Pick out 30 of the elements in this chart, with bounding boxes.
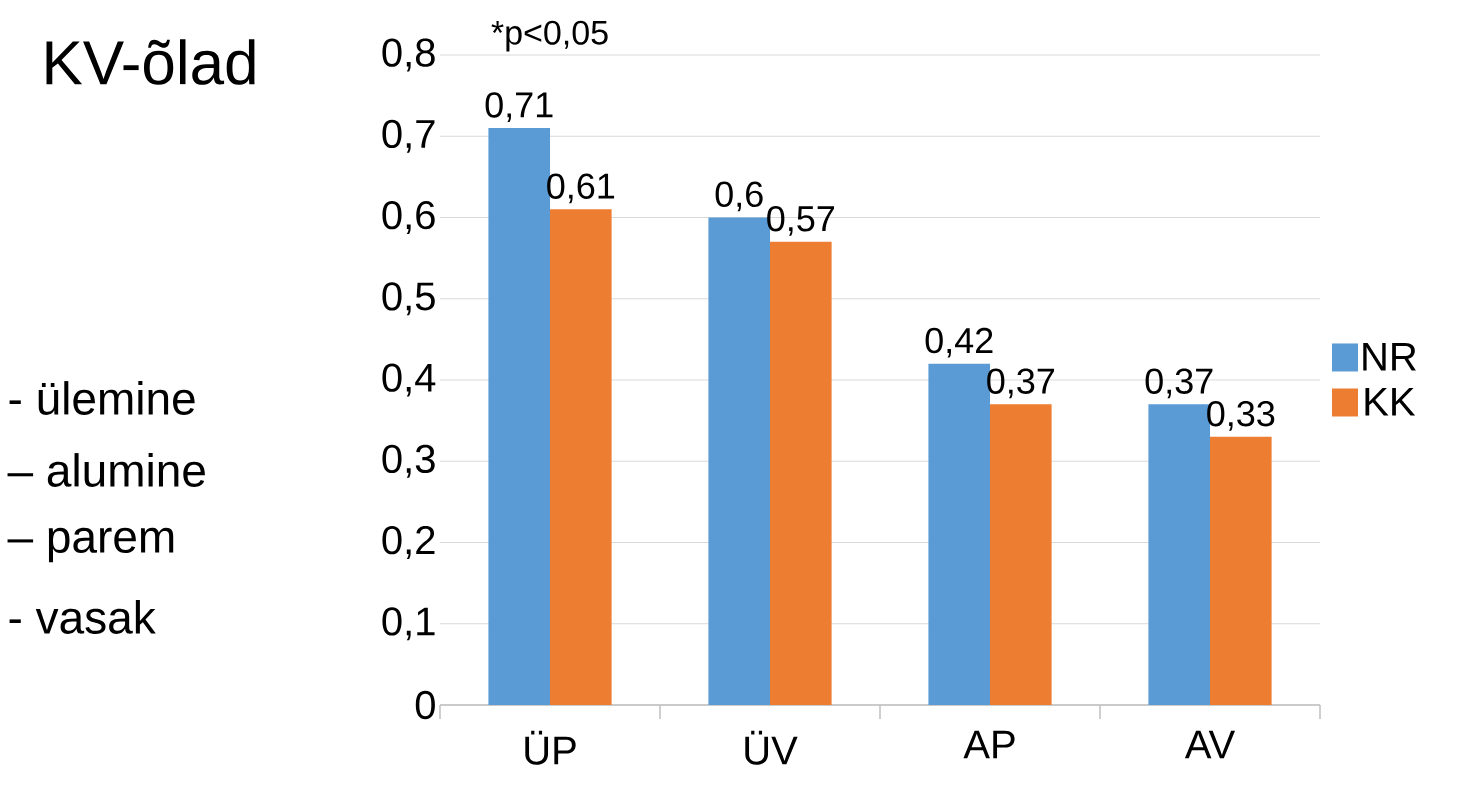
text: – alumine (7, 453, 205, 487)
y-tick-label: 0,5 (382, 282, 435, 316)
y-tick-label: 0,6 (382, 200, 435, 234)
data-label: 0,6 (715, 181, 763, 212)
x-tick-label: AV (1184, 730, 1236, 759)
bar (1210, 436, 1272, 705)
data-label: 0,42 (925, 327, 993, 358)
y-tick-label: 0,1 (382, 607, 435, 641)
y-tick-label: 0 (415, 690, 435, 720)
x-tick-label: ÜV (745, 730, 798, 765)
y-tick-label: 0,3 (382, 444, 435, 478)
bar (550, 209, 612, 705)
text: – parem (7, 527, 174, 563)
legend-label: NR (1363, 342, 1416, 371)
text: *p<0,05 (491, 20, 608, 52)
y-tick-label: 0,4 (382, 363, 436, 397)
x-tick-label: ÜP (525, 730, 576, 765)
data-label: 0,37 (1145, 368, 1213, 399)
data-label: 0,71 (485, 92, 553, 122)
data-label: 0,57 (767, 205, 835, 236)
text: - vasak (9, 600, 156, 634)
y-tick-label: 0,7 (382, 119, 435, 153)
y-tick-label: 0,8 (382, 38, 435, 72)
legend-label: KK (1365, 388, 1416, 416)
chart-title: KV-õlad (46, 39, 255, 85)
text: - ülemine (9, 381, 195, 415)
x-tick-label: AP (963, 730, 1015, 759)
bar (990, 404, 1052, 705)
y-tick-label: 0,2 (382, 525, 435, 559)
bar (770, 241, 832, 705)
